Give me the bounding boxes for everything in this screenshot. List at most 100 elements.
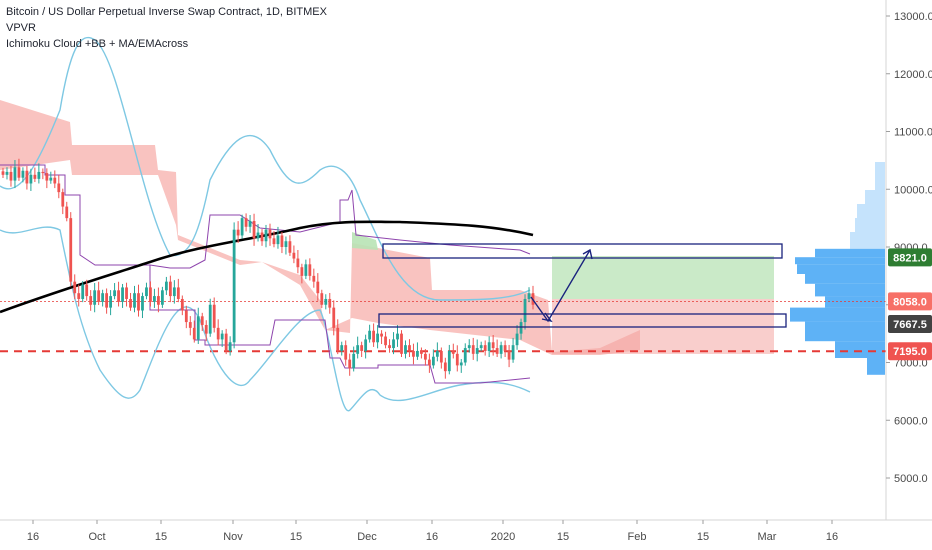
candle-body <box>224 333 228 351</box>
candle <box>77 284 81 307</box>
candle-body <box>97 290 101 302</box>
candle-body <box>1 171 5 175</box>
candle-body <box>121 287 124 302</box>
candle <box>467 339 471 353</box>
candle-body <box>145 287 148 297</box>
candle <box>424 349 427 366</box>
candle-body <box>129 298 132 308</box>
candle <box>204 320 208 342</box>
candle <box>364 334 368 359</box>
candle <box>388 339 391 353</box>
candle <box>184 305 188 329</box>
candle-body <box>467 345 471 349</box>
candle <box>463 343 467 366</box>
candle <box>216 319 220 346</box>
candle-body <box>308 264 312 276</box>
x-tick-label: 15 <box>155 531 167 543</box>
candle <box>232 222 236 349</box>
candle <box>200 312 204 332</box>
x-tick-label: 15 <box>697 531 709 543</box>
candle-body <box>499 345 503 354</box>
resistance-boxes[interactable] <box>378 243 787 328</box>
candle-body <box>105 293 109 308</box>
candle <box>17 158 21 181</box>
candle <box>9 165 13 187</box>
candle-body <box>172 287 176 297</box>
candle-body <box>388 345 391 349</box>
candle <box>300 263 304 284</box>
bollinger-bands <box>0 36 531 412</box>
candle-body <box>455 353 459 366</box>
candle <box>400 330 403 358</box>
candle <box>153 288 156 308</box>
candle <box>33 167 37 183</box>
candle-body <box>176 287 180 299</box>
ma-200-line <box>0 220 534 314</box>
candle-body <box>113 290 116 297</box>
candle <box>228 336 232 356</box>
candle-body <box>376 333 379 343</box>
candle <box>13 160 17 189</box>
candle-body <box>420 350 423 354</box>
candle-body <box>280 235 284 247</box>
resistance-box-upper[interactable] <box>382 243 783 259</box>
candle <box>292 245 296 264</box>
candle <box>113 283 116 300</box>
price-badge-label: 7195.0 <box>893 346 927 358</box>
candle-body <box>503 345 507 351</box>
candle-body <box>487 342 491 351</box>
indicator-vpvr-label[interactable]: VPVR <box>6 22 36 34</box>
candle-body <box>45 173 49 181</box>
candle <box>499 341 503 359</box>
candle <box>212 297 216 333</box>
time-axis[interactable]: 16 Oct 15 Nov 15 Dec 16 2020 15 Feb 15 Mar 16 <box>27 520 838 543</box>
support-box-middle[interactable] <box>378 313 787 328</box>
candle <box>320 289 324 308</box>
y-tick-label: 10000.0 <box>894 184 932 196</box>
candle-body <box>33 174 37 179</box>
candle <box>192 320 196 343</box>
symbol-title[interactable]: Bitcoin / US Dollar Perpetual Inverse Sw… <box>6 6 327 18</box>
candle-body <box>109 296 112 308</box>
y-tick-label: 5000.0 <box>894 473 928 485</box>
volume-profile-bar <box>857 204 885 218</box>
volume-profile-bar <box>795 257 885 265</box>
candle <box>164 276 168 295</box>
price-badge-label: 8058.0 <box>893 296 927 308</box>
candle <box>495 339 499 358</box>
candle <box>443 357 447 379</box>
volume-profile <box>790 162 885 375</box>
candle <box>384 331 387 349</box>
candle-body <box>73 281 77 294</box>
indicator-ichimoku-label[interactable]: Ichimoku Cloud +BB + MA/EMAcross <box>6 38 189 50</box>
candle <box>479 341 483 352</box>
bollinger-upper-band <box>0 36 531 301</box>
candle-body <box>495 348 499 354</box>
candle <box>220 330 224 347</box>
candle-body <box>332 307 336 328</box>
bollinger-lower-band <box>0 226 531 412</box>
candle-body <box>268 229 272 239</box>
candle-body <box>248 221 252 227</box>
candle <box>41 168 45 180</box>
candle-body <box>168 281 172 297</box>
candle-body <box>17 167 21 178</box>
candle-body <box>400 333 403 354</box>
candle-body <box>336 327 340 351</box>
candle-body <box>192 327 196 340</box>
candle <box>503 340 507 358</box>
x-tick-label: 15 <box>557 531 569 543</box>
price-badge <box>888 342 932 361</box>
candle <box>176 278 180 303</box>
candle <box>340 341 344 356</box>
target-profit-area <box>552 256 774 299</box>
candle-body <box>240 218 244 236</box>
candle <box>149 281 152 307</box>
candle <box>109 290 112 316</box>
candle <box>37 163 41 184</box>
candle <box>5 167 9 180</box>
price-badge <box>888 292 932 311</box>
volume-profile-bar <box>867 358 885 375</box>
